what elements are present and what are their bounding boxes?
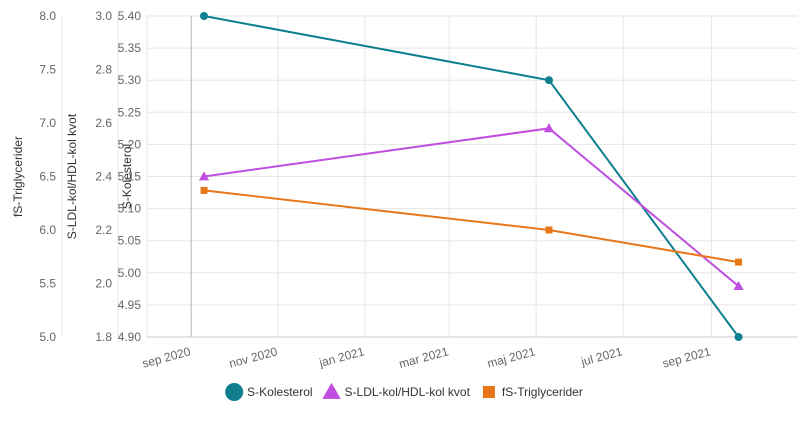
- legend-item[interactable]: fS-Triglycerider: [482, 385, 583, 399]
- data-point[interactable]: [544, 76, 553, 85]
- legend-item[interactable]: S-LDL-kol/HDL-kol kvot: [322, 382, 471, 399]
- ratio-axis-title: S-LDL-kol/HDL-kol kvot: [65, 113, 79, 239]
- chol-axis-title: S-Kolesterol: [120, 144, 134, 209]
- x-tick-label: sep 2021: [661, 344, 713, 370]
- data-point[interactable]: [200, 12, 209, 20]
- chol-tick-label: 5.25: [118, 105, 142, 119]
- legend-marker[interactable]: [322, 382, 341, 399]
- data-point[interactable]: [200, 186, 208, 194]
- legend-item[interactable]: S-Kolesterol: [225, 383, 313, 401]
- trig-tick-label: 7.0: [39, 116, 56, 130]
- ratio-tick-label: 2.0: [95, 277, 112, 291]
- x-tick-label: nov 2020: [228, 344, 280, 370]
- ratio-tick-label: 1.8: [95, 330, 112, 344]
- trig-tick-label: 8.0: [39, 9, 56, 23]
- ratio-tick-label: 2.4: [95, 170, 112, 184]
- x-tick-label: jan 2021: [317, 344, 366, 370]
- trig-tick-label: 5.5: [39, 277, 56, 291]
- chol-tick-label: 5.40: [118, 9, 142, 23]
- data-point[interactable]: [735, 258, 743, 266]
- data-point[interactable]: [198, 171, 210, 181]
- trig-tick-label: 7.5: [39, 63, 56, 77]
- chol-tick-label: 5.20: [118, 137, 142, 151]
- ratio-tick-label: 2.2: [95, 223, 112, 237]
- chol-tick-label: 5.05: [118, 234, 142, 248]
- grid: [147, 15, 797, 338]
- legend-marker[interactable]: [482, 386, 495, 398]
- x-tick-label: jul 2021: [579, 344, 625, 369]
- series-trig: [200, 186, 743, 266]
- series-ratio: [198, 123, 744, 291]
- ratio-tick-label: 3.0: [95, 9, 112, 23]
- chol-tick-label: 5.35: [118, 41, 142, 55]
- data-point[interactable]: [733, 281, 744, 291]
- trig-tick-label: 6.5: [39, 170, 56, 184]
- chol-tick-label: 5.30: [118, 73, 142, 87]
- ratio-tick-label: 2.8: [95, 63, 112, 77]
- trig-tick-label: 5.0: [39, 330, 56, 344]
- x-tick-label: mar 2021: [397, 344, 450, 371]
- legend-label: S-Kolesterol: [247, 385, 312, 399]
- series-line: [203, 127, 740, 287]
- series-line: [203, 189, 739, 264]
- legend-label: S-LDL-kol/HDL-kol kvot: [345, 385, 471, 399]
- legend: S-Kolesterol S-LDL-kol/HDL-kol kvot fS-Tri…: [225, 382, 583, 401]
- chol-tick-label: 4.95: [118, 298, 142, 312]
- x-tick-label: maj 2021: [486, 344, 538, 370]
- chol-tick-label: 5.15: [118, 170, 142, 184]
- chol-tick-label: 5.00: [118, 266, 142, 280]
- chol-tick-label: 4.90: [118, 330, 142, 344]
- data-point[interactable]: [734, 333, 743, 341]
- legend-label: fS-Triglycerider: [502, 385, 583, 399]
- series-layer: [198, 12, 744, 341]
- trig-axis-title: fS-Triglycerider: [11, 136, 25, 217]
- axes: 5.0 5.5 6.0 6.5 7.0 7.5 8.0 fS-Triglycerider 1.8…: [11, 9, 797, 371]
- x-tick-label: sep 2020: [141, 344, 193, 370]
- ratio-tick-label: 2.6: [95, 116, 112, 130]
- data-point[interactable]: [543, 123, 555, 133]
- trig-tick-label: 6.0: [39, 223, 56, 237]
- data-point[interactable]: [545, 226, 553, 234]
- legend-marker[interactable]: [225, 383, 244, 401]
- chol-tick-label: 5.10: [118, 202, 142, 216]
